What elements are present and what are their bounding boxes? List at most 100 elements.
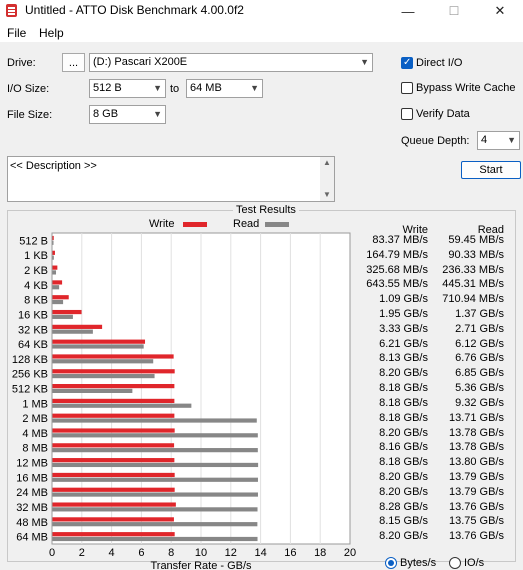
browse-button[interactable]: ... [62, 53, 85, 72]
scroll-up-icon[interactable]: ▲ [323, 158, 331, 167]
description-textarea[interactable]: << Description >> ▲ ▼ [7, 156, 335, 202]
read-bar [52, 462, 259, 468]
close-button[interactable]: ✕ [494, 3, 506, 18]
write-rate-cell: 1.95 GB/s [379, 308, 428, 320]
chevron-down-icon: ▼ [153, 109, 162, 119]
read-rate-cell: 13.79 GB/s [448, 486, 504, 498]
menu-file[interactable]: File [7, 26, 27, 40]
read-rate-cell: 13.75 GB/s [448, 515, 504, 527]
x-tick-label: 18 [314, 547, 326, 559]
write-bar [52, 265, 58, 270]
write-bar [52, 369, 175, 374]
write-rate-cell: 8.18 GB/s [379, 382, 428, 394]
description-scrollbar[interactable]: ▲ ▼ [320, 157, 334, 201]
verify-data-label: Verify Data [416, 108, 470, 120]
write-bar [52, 354, 174, 359]
file-size-label: File Size: [7, 109, 53, 121]
direct-io-label: Direct I/O [416, 57, 463, 69]
verify-data-checkbox[interactable] [401, 108, 413, 120]
write-rate-cell: 8.15 GB/s [379, 515, 428, 527]
write-bar [52, 487, 175, 492]
write-bar [52, 443, 175, 448]
read-bar [52, 522, 258, 527]
file-size-value: 8 GB [93, 108, 119, 120]
y-tick-label: 32 MB [16, 502, 48, 514]
to-label: to [170, 83, 180, 95]
queue-depth-value: 4 [481, 134, 488, 146]
read-bar [52, 433, 258, 438]
write-rate-cell: 8.13 GB/s [379, 352, 428, 364]
write-rate-cell: 83.37 MB/s [372, 234, 428, 246]
start-button[interactable]: Start [461, 161, 521, 179]
write-bar [52, 472, 175, 478]
write-rate-cell: 6.21 GB/s [379, 338, 428, 350]
read-rate-cell: 9.32 GB/s [455, 397, 504, 409]
write-bar [52, 309, 82, 315]
io-size-to-value: 64 MB [190, 82, 222, 94]
bypass-write-cache-checkbox[interactable] [401, 82, 413, 94]
write-rate-cell: 8.28 GB/s [379, 501, 428, 513]
y-tick-label: 64 KB [18, 339, 48, 351]
y-tick-label: 128 KB [12, 354, 48, 366]
table-header-write: Write [402, 224, 428, 236]
read-rate-cell: 2.71 GB/s [455, 323, 504, 335]
y-tick-label: 2 KB [24, 265, 48, 277]
description-text: << Description >> [10, 160, 97, 172]
bytes-per-sec-radio[interactable] [385, 557, 397, 569]
drive-select[interactable]: (D:) Pascari X200E ▼ [89, 53, 373, 72]
bytes-per-sec-label: Bytes/s [400, 557, 437, 569]
io-size-from-value: 512 B [93, 82, 122, 94]
x-tick-label: 0 [49, 547, 55, 559]
read-rate-cell: 59.45 MB/s [448, 234, 504, 246]
scroll-down-icon[interactable]: ▼ [323, 190, 331, 199]
file-size-select[interactable]: 8 GB ▼ [89, 105, 166, 124]
write-rate-cell: 325.68 MB/s [366, 264, 428, 276]
read-bar [52, 359, 154, 364]
x-tick-label: 14 [254, 547, 266, 559]
write-bar [52, 413, 175, 418]
read-bar [52, 344, 144, 349]
read-bar [52, 240, 54, 245]
y-tick-label: 1 KB [24, 250, 48, 262]
y-tick-label: 4 MB [22, 428, 48, 440]
write-rate-cell: 8.20 GB/s [379, 486, 428, 498]
read-rate-cell: 6.76 GB/s [455, 352, 504, 364]
write-bar [52, 517, 174, 522]
io-size-to-select[interactable]: 64 MB ▼ [186, 79, 263, 98]
y-tick-label: 16 KB [18, 309, 48, 321]
write-rate-cell: 3.33 GB/s [379, 323, 428, 335]
write-bar [52, 384, 175, 389]
direct-io-checkbox[interactable] [401, 57, 413, 69]
y-tick-label: 8 MB [22, 443, 48, 455]
menu-help[interactable]: Help [39, 26, 64, 40]
read-rate-cell: 13.76 GB/s [448, 501, 504, 513]
y-tick-label: 512 B [19, 235, 48, 247]
read-rate-cell: 5.36 GB/s [455, 382, 504, 394]
x-tick-label: 10 [195, 547, 207, 559]
y-tick-label: 24 MB [16, 487, 48, 499]
write-rate-cell: 643.55 MB/s [366, 278, 428, 290]
read-rate-cell: 13.79 GB/s [448, 471, 504, 483]
x-tick-label: 16 [284, 547, 296, 559]
write-rate-cell: 8.16 GB/s [379, 441, 428, 453]
y-tick-label: 32 KB [18, 324, 48, 336]
read-bar [52, 448, 258, 453]
x-tick-label: 12 [225, 547, 237, 559]
read-rate-cell: 236.33 MB/s [442, 264, 504, 276]
read-bar [52, 507, 258, 512]
io-per-sec-radio[interactable] [449, 557, 461, 569]
read-bar [52, 285, 60, 290]
write-rate-cell: 8.20 GB/s [379, 427, 428, 439]
queue-depth-select[interactable]: 4 ▼ [477, 131, 520, 150]
read-bar [52, 388, 133, 393]
write-bar [52, 428, 175, 433]
write-bar [52, 458, 175, 463]
write-rate-cell: 8.20 GB/s [379, 367, 428, 379]
minimize-button[interactable]: — [401, 3, 415, 19]
chevron-down-icon: ▼ [360, 57, 369, 67]
menu-bar: File Help [0, 22, 523, 43]
maximize-button[interactable]: ☐ [448, 4, 460, 18]
io-size-from-select[interactable]: 512 B ▼ [89, 79, 166, 98]
x-tick-label: 6 [138, 547, 144, 559]
